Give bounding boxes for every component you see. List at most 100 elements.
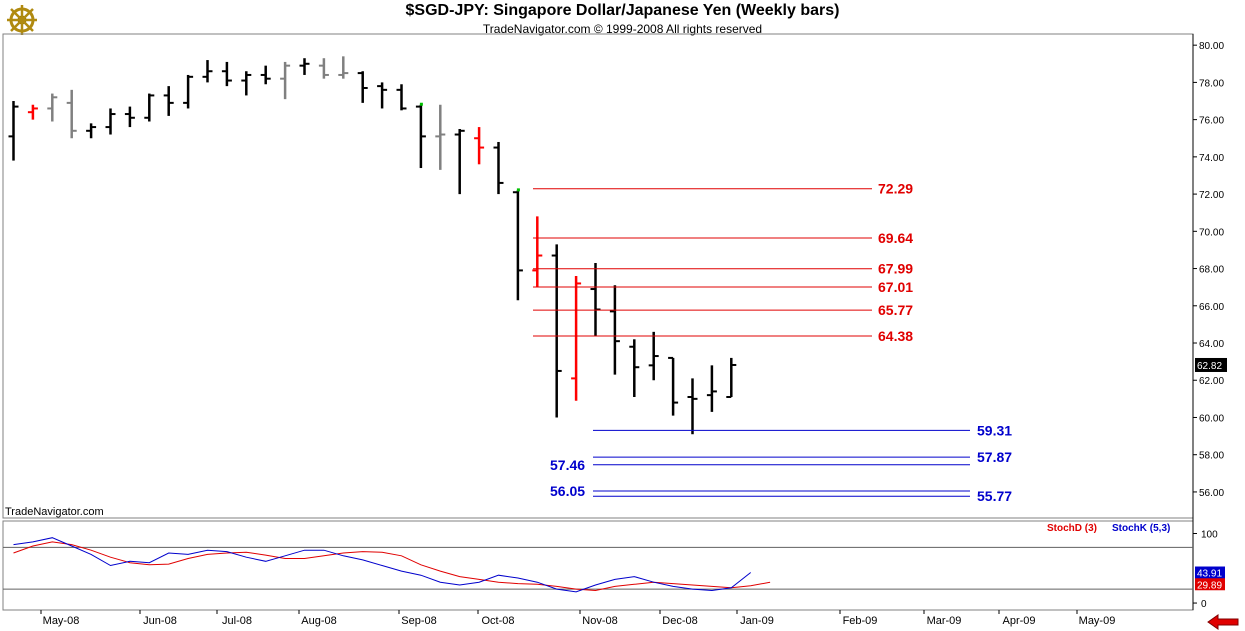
price-bar <box>377 82 388 109</box>
stochd-line <box>13 541 771 592</box>
resistance-label: 67.99 <box>878 261 913 277</box>
time-axis: May-08 Jun-08 Jul-08 Aug-08 Sep-08 Oct-08 Nov-… <box>40 610 1116 627</box>
chart-title: $SGD-JPY: Singapore Dollar/Japanese Yen … <box>405 2 840 19</box>
price-bar <box>454 128 465 195</box>
signal-marker <box>419 102 423 106</box>
time-tick-label: Dec-08 <box>662 615 697 627</box>
price-tick-label: 58.00 <box>1199 451 1224 462</box>
stoch-tick-label: 100 <box>1201 530 1218 541</box>
support-label: 55.77 <box>977 488 1012 504</box>
support-label: 56.05 <box>550 483 585 499</box>
stochd-last-box <box>1195 578 1225 591</box>
stochk-last-box <box>1195 566 1225 579</box>
price-bar <box>590 262 601 336</box>
time-tick-label: Mar-09 <box>927 615 962 627</box>
stochk-line <box>13 537 752 593</box>
price-bar <box>726 357 737 398</box>
price-bar <box>474 127 485 165</box>
time-tick-label: Aug-08 <box>301 615 336 627</box>
price-bar <box>357 71 368 103</box>
time-tick-label: May-09 <box>1079 615 1116 627</box>
copyright-line: TradeNavigator.com © 1999-2008 All right… <box>482 22 763 36</box>
resistance-label: 67.01 <box>878 279 913 295</box>
price-bar <box>706 365 717 412</box>
time-tick-label: Jul-08 <box>222 615 252 627</box>
price-bar <box>338 56 349 79</box>
price-axis: 80.00 78.00 76.00 74.00 72.00 70.00 68.00 66.00… <box>1193 41 1227 499</box>
price-bar <box>280 61 291 100</box>
price-tick-label: 60.00 <box>1199 413 1224 424</box>
stochd-last-label: 29.89 <box>1197 580 1222 591</box>
price-tick-label: 76.00 <box>1199 116 1224 127</box>
time-tick-label: May-08 <box>43 615 80 627</box>
price-tick-label: 78.00 <box>1199 78 1224 89</box>
price-bar <box>27 104 38 120</box>
time-tick-label: Sep-08 <box>401 615 436 627</box>
price-bar <box>260 65 271 85</box>
price-bar <box>629 339 640 397</box>
support-label: 57.46 <box>550 457 585 473</box>
price-bar <box>512 190 523 301</box>
time-tick-label: Oct-08 <box>481 615 514 627</box>
price-tick-label: 56.00 <box>1199 488 1224 499</box>
price-tick-label: 80.00 <box>1199 41 1224 52</box>
last-price-box <box>1195 357 1227 372</box>
price-tick-label: 62.00 <box>1199 376 1224 387</box>
price-tick-label: 70.00 <box>1199 227 1224 238</box>
resistance-label: 69.64 <box>878 230 913 246</box>
price-bar <box>47 93 58 122</box>
stoch-tick-label: 0 <box>1201 599 1207 610</box>
fib-levels: 72.29 69.64 67.99 67.01 65.77 64.38 59.31 57.87… <box>533 181 1012 504</box>
axes-frame <box>2 33 1194 611</box>
price-bar <box>202 60 213 83</box>
price-bar <box>221 61 232 87</box>
time-tick-label: Jun-08 <box>143 615 177 627</box>
price-bar <box>105 108 116 135</box>
price-bar <box>86 123 97 139</box>
price-tick-label: 72.00 <box>1199 190 1224 201</box>
support-label: 57.87 <box>977 449 1012 465</box>
price-bars <box>8 56 737 435</box>
price-bar <box>609 285 620 375</box>
price-bar <box>144 93 155 122</box>
signal-marker <box>516 188 520 192</box>
price-bar <box>8 101 19 161</box>
price-bar <box>687 378 698 435</box>
price-bar <box>318 58 329 79</box>
price-tick-label: 64.00 <box>1199 339 1224 350</box>
watermark: TradeNavigator.com <box>5 506 104 518</box>
price-bar <box>551 244 562 418</box>
time-tick-label: Apr-09 <box>1002 615 1035 627</box>
price-bar <box>415 104 426 169</box>
price-bar <box>124 106 135 128</box>
stochk-last-label: 43.91 <box>1197 569 1222 580</box>
price-bar <box>435 104 446 170</box>
price-bar <box>396 84 407 111</box>
price-bar <box>299 58 310 75</box>
time-tick-label: Jan-09 <box>740 615 774 627</box>
last-price-label: 62.82 <box>1197 361 1222 372</box>
resistance-label: 65.77 <box>878 302 913 318</box>
time-tick-label: Nov-08 <box>582 615 617 627</box>
stochk-legend: StochK (5,3) <box>1112 523 1170 534</box>
price-bar <box>648 331 659 381</box>
price-bar <box>66 89 77 139</box>
support-label: 59.31 <box>977 422 1012 438</box>
price-tick-label: 66.00 <box>1199 302 1224 313</box>
price-bar <box>668 356 679 416</box>
stochd-legend: StochD (3) <box>1047 523 1097 534</box>
resistance-label: 72.29 <box>878 181 913 197</box>
stoch-panel-frame <box>2 520 1194 611</box>
price-bar <box>571 276 582 401</box>
price-bar <box>183 74 194 109</box>
price-bar <box>241 71 252 96</box>
ship-wheel-logo-icon <box>7 5 37 35</box>
price-tick-label: 68.00 <box>1199 265 1224 276</box>
red-left-arrow-icon[interactable] <box>1206 614 1240 630</box>
price-panel-frame <box>2 33 1194 519</box>
resistance-label: 64.38 <box>878 328 913 344</box>
time-tick-label: Feb-09 <box>843 615 878 627</box>
